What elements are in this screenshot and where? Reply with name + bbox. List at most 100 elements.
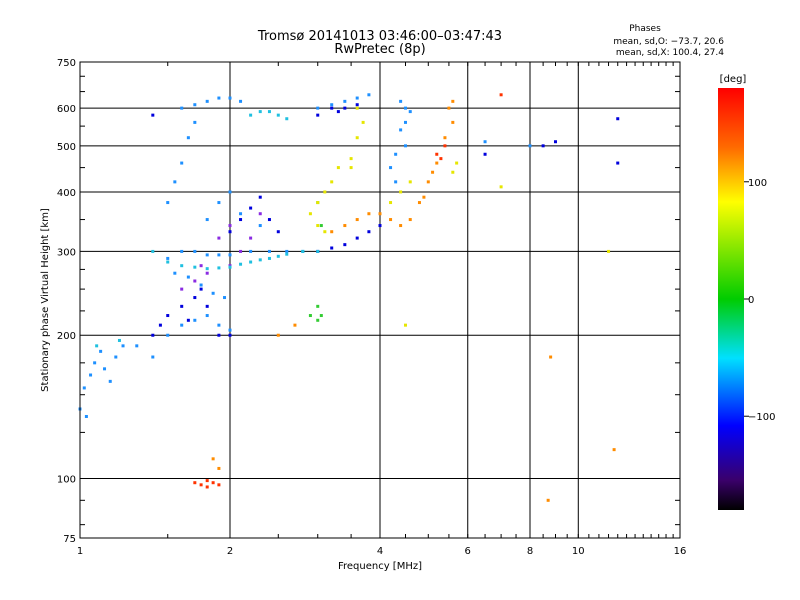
data-point xyxy=(217,253,221,257)
data-point xyxy=(211,457,215,461)
data-point xyxy=(399,224,403,228)
data-point xyxy=(211,481,215,485)
data-point xyxy=(316,106,320,110)
data-point xyxy=(166,260,170,264)
data-point xyxy=(343,106,347,110)
data-point xyxy=(249,260,253,264)
data-point xyxy=(193,296,197,300)
data-point xyxy=(455,161,459,165)
data-point xyxy=(173,180,177,184)
data-point xyxy=(186,275,190,279)
data-point xyxy=(258,110,262,114)
x-tick-label: 6 xyxy=(465,546,471,557)
data-point xyxy=(528,144,532,148)
data-point xyxy=(258,212,262,216)
x-tick-label: 4 xyxy=(377,546,383,557)
x-ticks: 1 2 4 6 8 10 16 xyxy=(77,62,686,557)
data-point xyxy=(228,265,232,269)
data-point xyxy=(180,304,184,308)
data-point xyxy=(228,190,232,194)
data-point xyxy=(499,93,503,97)
data-point xyxy=(193,120,197,124)
data-point xyxy=(293,323,297,327)
data-point xyxy=(389,201,393,205)
x-tick-label: 1 xyxy=(77,546,83,557)
data-point xyxy=(483,152,487,156)
data-point xyxy=(546,498,550,502)
data-point xyxy=(205,271,209,275)
data-point xyxy=(199,283,203,287)
x-tick-label: 8 xyxy=(527,546,533,557)
colorbar-label: [deg] xyxy=(720,74,747,85)
data-point xyxy=(199,264,203,268)
data-point xyxy=(108,379,112,383)
data-point xyxy=(158,323,162,327)
data-point xyxy=(205,485,209,489)
data-point xyxy=(403,120,407,124)
data-point xyxy=(239,99,243,103)
data-point xyxy=(95,344,99,348)
data-point xyxy=(285,252,289,256)
y-tick-label: 750 xyxy=(57,58,76,69)
data-point xyxy=(205,218,209,222)
data-point xyxy=(343,224,347,228)
data-point xyxy=(180,287,184,291)
data-point xyxy=(323,190,327,194)
data-point xyxy=(553,140,557,144)
data-point xyxy=(403,144,407,148)
data-point xyxy=(239,212,243,216)
data-point xyxy=(447,106,451,110)
data-point xyxy=(316,249,320,253)
data-point xyxy=(276,254,280,258)
data-point xyxy=(435,152,439,156)
data-point xyxy=(84,414,88,418)
data-point xyxy=(451,120,455,124)
data-point xyxy=(193,103,197,107)
data-point xyxy=(443,144,447,148)
data-point xyxy=(316,224,320,228)
data-point xyxy=(316,318,320,322)
x-axis-label: Frequency [MHz] xyxy=(338,561,422,572)
data-point xyxy=(285,249,289,253)
data-point xyxy=(239,249,243,253)
data-point xyxy=(205,479,209,483)
data-point xyxy=(205,99,209,103)
data-point xyxy=(249,206,253,210)
data-point xyxy=(403,106,407,110)
data-point xyxy=(451,99,455,103)
data-point xyxy=(349,157,353,161)
data-point xyxy=(205,267,209,271)
y-tick-label: 75 xyxy=(63,534,76,545)
data-point xyxy=(378,212,382,216)
data-point xyxy=(135,344,139,348)
data-point xyxy=(151,113,155,117)
data-point xyxy=(276,113,280,117)
data-point xyxy=(367,93,371,97)
y-tick-label: 600 xyxy=(57,104,76,115)
data-point xyxy=(443,136,447,140)
data-point xyxy=(308,212,312,216)
data-point xyxy=(117,338,121,342)
data-point xyxy=(217,96,221,100)
data-point xyxy=(355,136,359,140)
data-point xyxy=(258,195,262,199)
data-point xyxy=(549,355,553,359)
data-point xyxy=(228,230,232,234)
data-point xyxy=(316,113,320,117)
data-point xyxy=(103,367,107,371)
data-point xyxy=(378,224,382,228)
data-point xyxy=(180,106,184,110)
data-point xyxy=(367,230,371,234)
data-point xyxy=(316,201,320,205)
data-point xyxy=(267,110,271,114)
data-point xyxy=(217,236,221,240)
chart-title: Tromsø 20141013 03:46:00–03:47:43 xyxy=(257,29,502,44)
data-point xyxy=(343,243,347,247)
data-point xyxy=(276,333,280,337)
data-point xyxy=(186,136,190,140)
data-point xyxy=(355,96,359,100)
data-point xyxy=(193,279,197,283)
data-point xyxy=(166,333,170,337)
data-point xyxy=(211,291,215,295)
colorbar: [deg] 100 0 −100 xyxy=(718,74,775,510)
